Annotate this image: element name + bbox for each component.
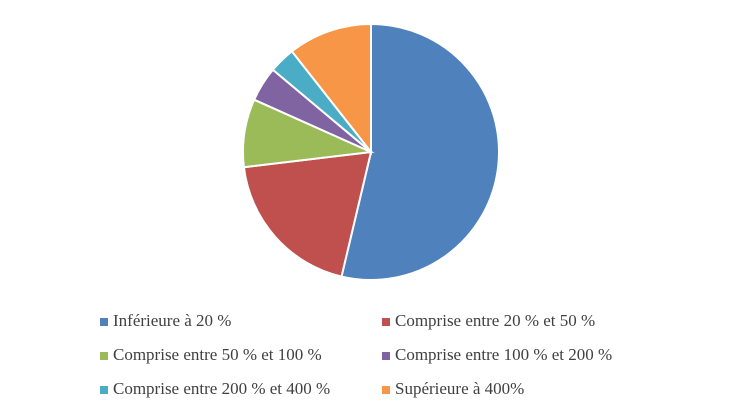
legend-label: Comprise entre 200 % et 400 %	[113, 379, 330, 398]
legend-marker	[100, 318, 108, 326]
pie-slice	[340, 22, 500, 281]
legend-label: Inférieure à 20 %	[113, 311, 231, 330]
legend-marker	[100, 386, 108, 394]
legend-label: Comprise entre 100 % et 200 %	[395, 345, 612, 364]
pie-slice	[242, 150, 373, 278]
legend-marker	[382, 318, 390, 326]
pie-slice	[290, 22, 372, 155]
legend-marker	[382, 352, 390, 360]
legend-marker	[382, 386, 390, 394]
legend-label: Comprise entre 20 % et 50 %	[395, 311, 595, 330]
legend-label: Supérieure à 400%	[395, 379, 524, 398]
legend-label: Comprise entre 50 % et 100 %	[113, 345, 322, 364]
legend-marker	[100, 352, 108, 360]
